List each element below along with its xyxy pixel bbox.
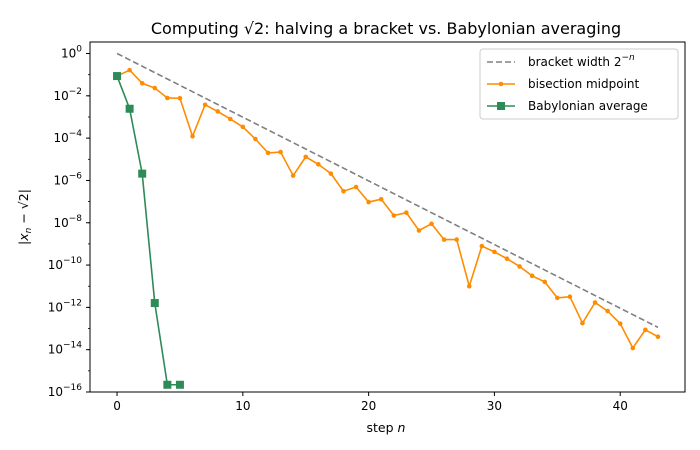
legend-marker <box>497 102 505 110</box>
legend-label: Babylonian average <box>528 99 648 113</box>
x-tick-label: 20 <box>361 399 376 413</box>
data-point <box>617 321 623 326</box>
y-tick-label: 10−6 <box>53 171 82 187</box>
data-point <box>138 169 147 178</box>
legend: bracket width 2−n bisection midpoint Babyl… <box>479 48 679 120</box>
y-tick-label: 10−4 <box>53 129 82 145</box>
data-point <box>441 237 447 242</box>
data-point <box>165 95 170 101</box>
data-point <box>416 228 422 233</box>
svg-text:|xn − √2|: |xn − √2| <box>16 189 34 245</box>
data-point <box>152 85 158 91</box>
data-point <box>202 102 208 108</box>
x-axis: 0 10 20 30 40 <box>113 392 628 413</box>
data-point <box>655 334 661 340</box>
data-point <box>404 210 409 215</box>
series-line-0 <box>116 52 659 329</box>
data-point <box>630 345 636 351</box>
x-tick-label: 40 <box>613 399 628 413</box>
data-point <box>378 196 384 202</box>
data-point <box>113 72 122 81</box>
x-axis-title: step n <box>367 420 406 435</box>
data-point <box>177 95 183 101</box>
data-point <box>592 300 598 305</box>
x-tick-label: 10 <box>235 399 250 413</box>
data-point <box>303 154 309 160</box>
data-point <box>215 109 220 114</box>
y-tick-label: 10−10 <box>48 256 83 272</box>
data-point <box>353 184 359 190</box>
series-layer <box>113 52 661 389</box>
data-point <box>150 299 159 308</box>
data-point <box>290 173 296 178</box>
y-tick-label: 100 <box>61 45 82 61</box>
y-tick-label: 10−14 <box>48 341 83 357</box>
data-point <box>125 104 134 113</box>
data-point <box>265 150 271 156</box>
x-tick-label: 0 <box>113 399 121 413</box>
legend-marker <box>498 81 504 87</box>
data-point <box>391 213 397 218</box>
data-point <box>605 308 610 314</box>
data-point <box>328 171 334 176</box>
data-point <box>341 188 346 194</box>
data-point <box>127 67 132 73</box>
data-point <box>253 136 258 142</box>
y-tick-label: 10−12 <box>48 298 82 314</box>
chart-title: Computing √2: halving a bracket vs. Baby… <box>151 19 621 38</box>
data-point <box>504 256 510 261</box>
data-point <box>139 80 145 86</box>
legend-label: bracket width 2−n <box>528 53 635 69</box>
series-line-2 <box>116 75 180 386</box>
data-point <box>492 249 497 255</box>
data-point <box>479 243 485 249</box>
data-point <box>542 279 548 285</box>
y-axis-title: |xn − √2| <box>16 189 34 245</box>
data-point <box>429 221 434 227</box>
data-point <box>316 161 321 167</box>
data-point <box>529 273 535 279</box>
y-tick-label: 10−8 <box>53 214 82 230</box>
data-point <box>190 134 195 139</box>
data-point <box>278 149 283 155</box>
legend-box <box>479 48 679 120</box>
plot-area <box>89 41 686 393</box>
y-tick-label: 10−2 <box>53 87 82 103</box>
y-axis: 100 10−2 10−4 10−6 10−8 10−10 10−12 10−14 10−16 <box>48 45 90 399</box>
data-point <box>366 199 371 205</box>
x-tick-label: 30 <box>487 399 502 413</box>
data-point <box>240 124 246 130</box>
data-point <box>227 116 233 122</box>
legend-label: bisection midpoint <box>528 77 640 91</box>
data-point <box>466 283 472 289</box>
data-point <box>517 264 522 269</box>
data-point <box>580 320 585 326</box>
data-point <box>643 327 648 333</box>
data-point <box>555 295 560 301</box>
data-point <box>454 237 459 242</box>
data-point <box>175 380 184 389</box>
y-tick-label: 10−16 <box>48 383 83 399</box>
data-point <box>163 380 172 389</box>
data-point <box>567 294 573 299</box>
